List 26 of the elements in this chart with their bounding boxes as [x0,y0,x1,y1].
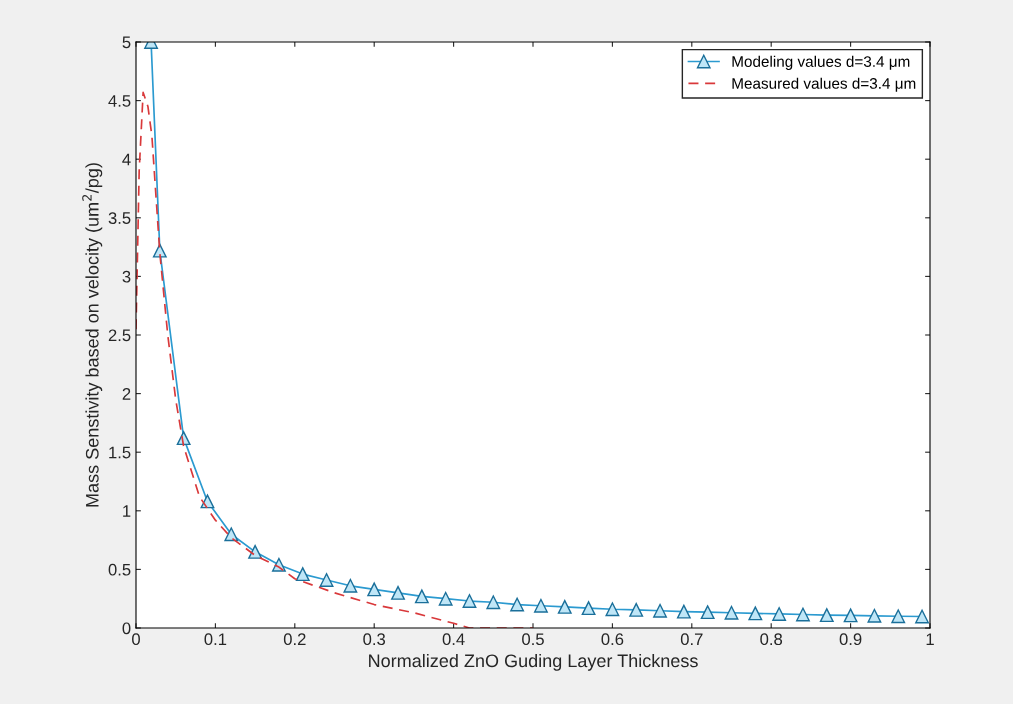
x-tick-label: 0.8 [760,633,783,646]
legend-label: Modeling values d=3.4 μm [732,55,910,70]
x-axis-title: Normalized ZnO Guding Layer Thickness [369,653,698,671]
x-tick-label: 0.3 [363,633,386,646]
x-tick-label: 1 [926,633,934,645]
x-tick-label: 0.1 [204,633,227,646]
x-tick-label: 0.9 [839,633,862,646]
x-tick-label: 0.2 [283,633,306,646]
y-tick-label: 4 [122,153,131,166]
y-axis-title: Mass Senstivity based on velocity (um$^{2}$/pg) [82,163,103,507]
x-tick-label: 0.6 [601,633,624,646]
x-tick-label: 0.5 [522,633,544,646]
y-tick-label: 1 [123,505,131,517]
y-tick-label: 3.5 [108,212,131,224]
y-tick-label: 0 [122,622,131,635]
y-tick-label: 2 [122,388,131,400]
y-tick-label: 2.5 [108,329,131,342]
y-tick-label: 3 [122,270,131,283]
x-tick-label: 0.4 [442,633,465,646]
legend-label: Measured values d=3.4 μm [732,77,916,92]
y-tick-label: 4.5 [108,95,131,107]
y-tick-label: 0.5 [108,563,131,576]
x-tick-label: 0 [132,633,140,646]
y-tick-label: 5 [122,36,131,49]
x-tick-label: 0.7 [680,633,703,646]
y-tick-label: 1.5 [109,446,131,459]
